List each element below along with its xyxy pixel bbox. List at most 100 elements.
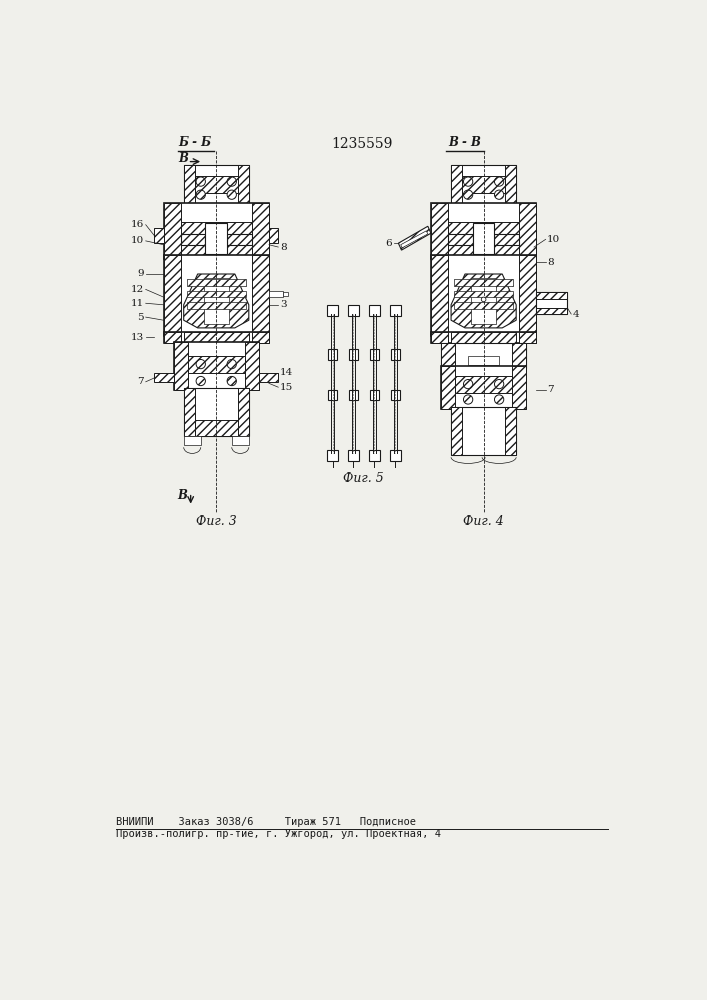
Circle shape [494,190,504,199]
Bar [174,342,187,389]
Bar [245,342,259,389]
Bar [154,228,163,243]
Circle shape [227,190,236,199]
Bar [537,292,567,314]
Bar [180,222,252,235]
Text: 5: 5 [138,313,144,322]
Bar [370,389,379,400]
Bar [252,203,269,259]
Bar [194,420,238,436]
Text: Фиг. 4: Фиг. 4 [463,515,504,528]
Bar [441,343,455,368]
Bar [513,343,526,368]
Bar [349,389,358,400]
Bar [238,165,249,205]
Bar [519,203,537,259]
Bar [184,165,249,205]
Bar [180,245,252,259]
Text: 1235559: 1235559 [332,137,392,151]
Bar [163,255,180,336]
Bar [519,255,537,336]
Bar [163,332,269,343]
Bar [462,176,506,193]
Bar [204,278,228,324]
Polygon shape [232,436,249,445]
Bar [163,203,180,259]
Polygon shape [451,274,516,328]
Bar [369,305,380,316]
Bar [451,165,462,205]
Bar [163,203,269,259]
Bar [206,223,227,254]
Bar [252,255,269,336]
Bar [537,292,567,299]
Polygon shape [180,234,206,245]
Text: ВНИИПИ    Заказ 3038/6     Тираж 571   Подписное: ВНИИПИ Заказ 3038/6 Тираж 571 Подписное [116,817,416,827]
Bar [187,291,246,297]
Bar [369,450,380,461]
Circle shape [196,376,206,386]
Circle shape [227,359,236,369]
Bar [269,291,283,297]
Bar [370,349,379,360]
Text: 10: 10 [131,236,144,245]
Bar [431,203,448,259]
Text: 8: 8 [547,258,554,267]
Text: 13: 13 [131,333,144,342]
Bar [154,373,174,382]
Circle shape [227,177,236,186]
Text: 8: 8 [280,243,286,252]
Bar [390,450,401,461]
Bar [259,373,279,382]
Circle shape [494,177,504,186]
Text: В: В [177,489,187,502]
Circle shape [196,359,206,369]
Circle shape [464,177,473,186]
Bar [184,332,249,343]
Circle shape [227,376,236,386]
Bar [448,222,519,235]
Bar [473,223,494,254]
Bar [454,302,513,309]
Polygon shape [494,234,519,245]
Text: Фиг. 3: Фиг. 3 [196,515,237,528]
Bar [431,255,448,336]
Bar [184,165,194,205]
Bar [472,278,496,324]
Polygon shape [184,436,201,445]
Bar [194,176,238,193]
Bar [441,366,455,409]
Bar [506,407,516,455]
Bar [451,407,462,455]
Text: 7: 7 [547,385,554,394]
Text: 16: 16 [131,220,144,229]
Text: 9: 9 [138,269,144,278]
Text: 11: 11 [131,299,144,308]
Bar [174,342,259,389]
Circle shape [196,177,206,186]
Bar [187,279,246,286]
Bar [441,343,526,368]
Bar [238,388,249,436]
Bar [468,356,499,365]
Text: 10: 10 [547,235,561,244]
Bar [506,165,516,205]
Bar [327,305,338,316]
Bar [431,255,537,336]
Text: 15: 15 [280,383,293,392]
Text: Фиг. 5: Фиг. 5 [343,472,384,485]
Bar [441,366,526,409]
Text: В: В [178,152,188,165]
Bar [349,349,358,360]
Bar [451,332,516,343]
Bar [431,332,448,343]
Bar [390,305,401,316]
Text: Б - Б: Б - Б [179,136,212,149]
Text: 14: 14 [280,368,293,377]
Polygon shape [398,226,431,250]
Text: Произв.-полигр. пр-тие, г. Ужгород, ул. Проектная, 4: Произв.-полигр. пр-тие, г. Ужгород, ул. … [116,829,441,839]
Bar [269,228,279,243]
Bar [328,389,337,400]
Bar [391,389,400,400]
Text: 7: 7 [138,377,144,386]
